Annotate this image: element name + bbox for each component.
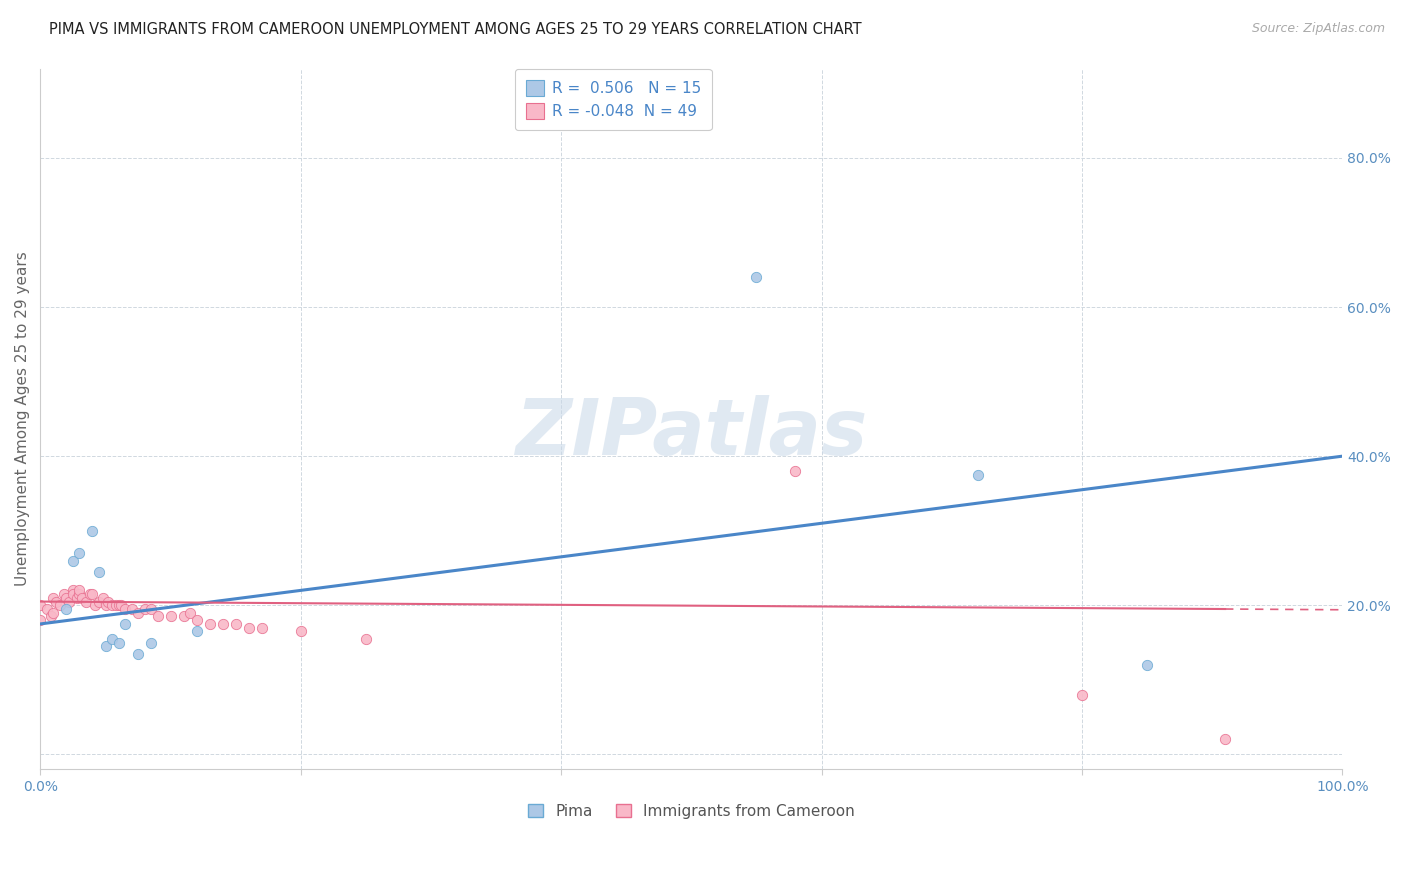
Point bbox=[186, 624, 208, 639]
Point bbox=[134, 602, 156, 616]
Point bbox=[225, 616, 247, 631]
Point bbox=[55, 602, 77, 616]
Point bbox=[30, 599, 52, 613]
Point bbox=[179, 606, 201, 620]
Point bbox=[966, 467, 988, 482]
Point bbox=[87, 565, 110, 579]
Point bbox=[104, 599, 127, 613]
Point bbox=[159, 609, 181, 624]
Y-axis label: Unemployment Among Ages 25 to 29 years: Unemployment Among Ages 25 to 29 years bbox=[15, 252, 30, 586]
Point bbox=[139, 635, 162, 649]
Point bbox=[1070, 688, 1092, 702]
Point bbox=[42, 591, 65, 605]
Point bbox=[146, 609, 169, 624]
Point bbox=[62, 553, 84, 567]
Point bbox=[52, 587, 75, 601]
Point bbox=[101, 632, 124, 646]
Point bbox=[785, 464, 807, 478]
Point bbox=[114, 616, 136, 631]
Point bbox=[97, 594, 120, 608]
Point bbox=[94, 640, 117, 654]
Point bbox=[354, 632, 377, 646]
Point bbox=[66, 591, 89, 605]
Point bbox=[139, 602, 162, 616]
Point bbox=[55, 591, 77, 605]
Point bbox=[1213, 732, 1236, 747]
Legend: Pima, Immigrants from Cameroon: Pima, Immigrants from Cameroon bbox=[522, 797, 860, 825]
Point bbox=[94, 599, 117, 613]
Text: ZIPatlas: ZIPatlas bbox=[515, 395, 868, 471]
Point bbox=[79, 587, 101, 601]
Point bbox=[238, 621, 260, 635]
Point bbox=[69, 583, 91, 598]
Point bbox=[101, 599, 124, 613]
Point bbox=[30, 613, 52, 627]
Point bbox=[75, 594, 97, 608]
Point bbox=[62, 587, 84, 601]
Point bbox=[62, 583, 84, 598]
Point bbox=[69, 587, 91, 601]
Point bbox=[745, 270, 768, 285]
Point bbox=[110, 599, 132, 613]
Point bbox=[250, 621, 273, 635]
Point bbox=[70, 591, 93, 605]
Point bbox=[198, 616, 221, 631]
Point bbox=[1136, 657, 1159, 672]
Point bbox=[114, 602, 136, 616]
Point bbox=[87, 594, 110, 608]
Point bbox=[173, 609, 195, 624]
Point bbox=[82, 524, 104, 538]
Point bbox=[82, 587, 104, 601]
Point bbox=[186, 613, 208, 627]
Point bbox=[39, 609, 62, 624]
Point bbox=[107, 599, 129, 613]
Point bbox=[35, 602, 58, 616]
Text: PIMA VS IMMIGRANTS FROM CAMEROON UNEMPLOYMENT AMONG AGES 25 TO 29 YEARS CORRELAT: PIMA VS IMMIGRANTS FROM CAMEROON UNEMPLO… bbox=[49, 22, 862, 37]
Text: Source: ZipAtlas.com: Source: ZipAtlas.com bbox=[1251, 22, 1385, 36]
Point bbox=[49, 599, 72, 613]
Point bbox=[45, 594, 67, 608]
Point bbox=[211, 616, 233, 631]
Point bbox=[69, 546, 91, 560]
Point bbox=[42, 606, 65, 620]
Point bbox=[121, 602, 143, 616]
Point bbox=[91, 591, 114, 605]
Point bbox=[107, 635, 129, 649]
Point bbox=[127, 606, 149, 620]
Point bbox=[127, 647, 149, 661]
Point bbox=[290, 624, 312, 639]
Point bbox=[58, 594, 80, 608]
Point bbox=[84, 599, 107, 613]
